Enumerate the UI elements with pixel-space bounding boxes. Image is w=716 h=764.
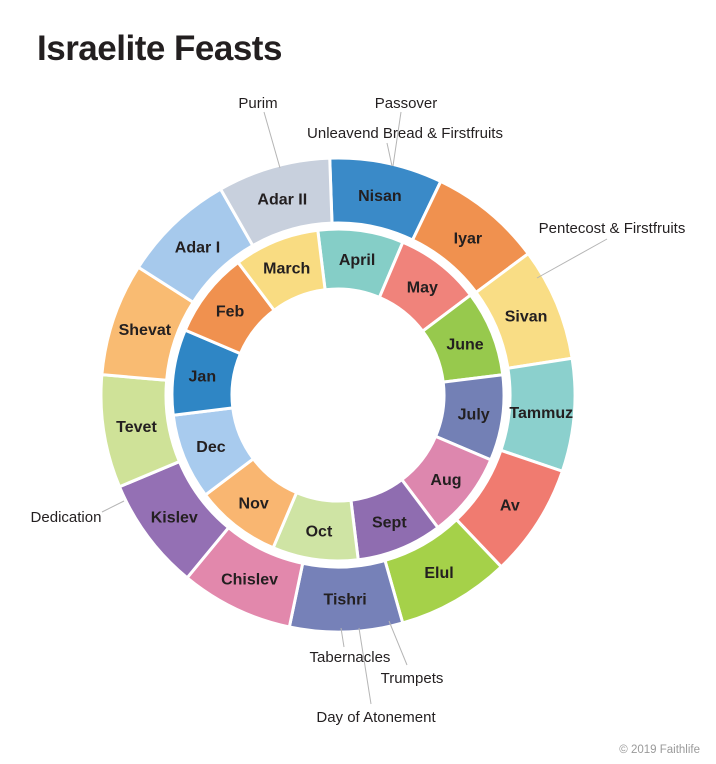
inner-label-march: March <box>263 261 310 278</box>
outer-label-chislev: Chislev <box>221 571 278 588</box>
outer-label-tishri: Tishri <box>323 591 366 608</box>
outer-segment-adar-ii <box>219 156 334 248</box>
inner-label-april: April <box>339 252 375 269</box>
inner-label-may: May <box>407 280 438 297</box>
leader-line-unleavened-bread <box>386 142 393 167</box>
leader-line-pentecost <box>536 238 608 279</box>
outer-label-kislev: Kislev <box>151 509 198 526</box>
outer-label-nisan: Nisan <box>358 188 402 205</box>
annotation-day-of-atonement: Day of Atonement <box>316 709 436 726</box>
inner-label-oct: Oct <box>306 523 333 540</box>
inner-segment-march <box>236 228 327 312</box>
copyright: © 2019 Faithlife <box>619 744 700 756</box>
annotation-tabernacles: Tabernacles <box>310 649 391 666</box>
outer-label-av: Av <box>500 498 520 515</box>
inner-label-july: July <box>458 407 490 424</box>
outer-label-elul: Elul <box>424 565 453 582</box>
inner-label-feb: Feb <box>216 303 245 320</box>
outer-label-tevet: Tevet <box>116 419 157 436</box>
inner-label-dec: Dec <box>196 439 225 456</box>
outer-label-tammuz: Tammuz <box>509 405 573 422</box>
outer-label-sivan: Sivan <box>505 309 548 326</box>
feast-annotations: Purim Passover Unleavend Bread & Firstfrui… <box>31 95 686 726</box>
leader-line-day-of-atonement <box>358 627 372 705</box>
leader-line-tabernacles <box>340 627 345 648</box>
outer-label-adar-ii: Adar II <box>257 191 307 208</box>
inner-label-jan: Jan <box>189 369 217 386</box>
outer-label-shevat: Shevat <box>119 322 172 339</box>
outer-ring-hebrew-months: Nisan Iyar Sivan Tammuz Av Elul Tishri Chislev K… <box>99 156 577 634</box>
leader-line-purim <box>263 111 281 169</box>
outer-label-adar-i: Adar I <box>175 240 220 257</box>
annotation-unleavened-bread: Unleavend Bread & Firstfruits <box>307 125 503 142</box>
leader-line-passover <box>392 111 402 167</box>
inner-label-nov: Nov <box>239 496 269 513</box>
leader-line-trumpets <box>388 620 408 666</box>
inner-label-june: June <box>446 336 483 353</box>
annotation-dedication: Dedication <box>31 509 102 526</box>
inner-ring-gregorian-months: April May June July Aug Sept Oct Nov Dec Jan Feb Ma… <box>170 227 506 563</box>
outer-label-iyar: Iyar <box>454 230 482 247</box>
annotation-trumpets: Trumpets <box>381 670 444 687</box>
leader-line-dedication <box>101 500 125 513</box>
inner-label-sept: Sept <box>372 515 407 532</box>
page-title: Israelite Feasts <box>37 29 282 68</box>
annotation-purim: Purim <box>238 95 277 112</box>
annotation-passover: Passover <box>375 95 438 112</box>
annotation-pentecost: Pentecost & Firstfruits <box>539 220 686 237</box>
inner-label-aug: Aug <box>430 472 461 489</box>
